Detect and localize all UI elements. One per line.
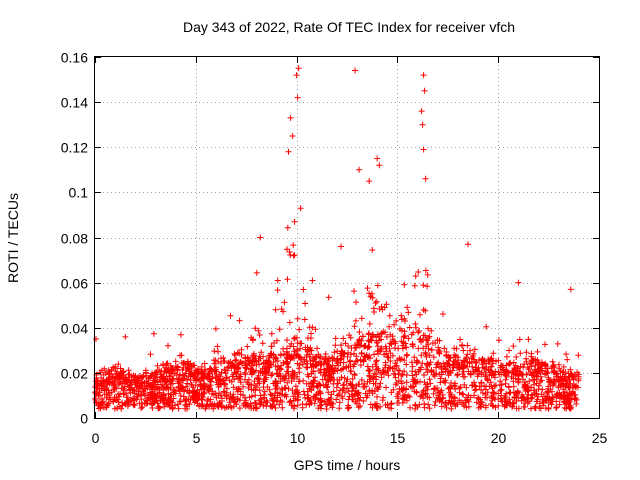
y-tick-label: 0.16 [61,50,88,66]
x-tick-label: 0 [92,430,100,446]
y-tick-label: 0 [80,411,88,427]
x-tick-labels: 0 5 10 15 20 25 [92,430,608,446]
plot-frame [94,56,600,419]
x-tick-label: 20 [491,430,507,446]
y-tick-label: 0.1 [69,185,89,201]
y-tick-label: 0.02 [61,366,88,382]
x-tick-label: 25 [592,430,608,446]
x-tick-label: 15 [390,430,406,446]
x-tick-label: 10 [290,430,306,446]
y-tick-label: 0.14 [61,95,88,111]
y-tick-label: 0.04 [61,321,88,337]
grid [95,57,599,418]
y-tick-labels: 0 0.02 0.04 0.06 0.08 0.1 0.12 0.14 0.16 [61,50,88,427]
y-tick-label: 0.06 [61,276,88,292]
y-tick-label: 0.08 [61,231,88,247]
data-points [92,65,582,412]
x-axis-label: GPS time / hours [294,457,401,473]
roti-data-point-markers [92,65,582,412]
chart-title: Day 343 of 2022, Rate Of TEC Index for r… [183,19,515,35]
axis-ticks [95,57,600,419]
x-tick-label: 5 [193,430,201,446]
y-tick-label: 0.12 [61,140,88,156]
y-axis-label: ROTI / TECUs [5,193,21,283]
